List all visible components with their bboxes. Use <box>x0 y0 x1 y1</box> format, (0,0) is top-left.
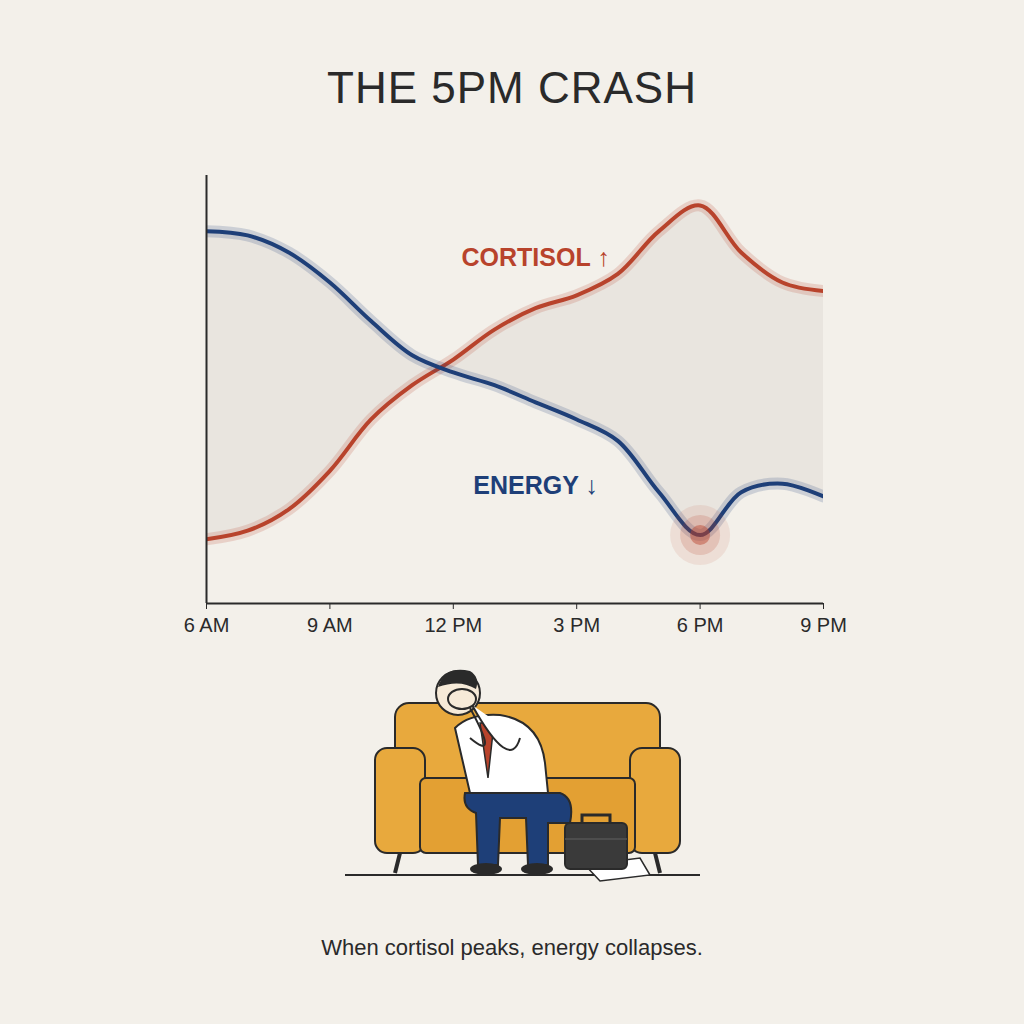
svg-text:3 PM: 3 PM <box>553 614 600 636</box>
svg-text:12 PM: 12 PM <box>424 614 482 636</box>
svg-text:ENERGY ↓: ENERGY ↓ <box>473 471 598 499</box>
svg-text:9 PM: 9 PM <box>800 614 847 636</box>
svg-text:9 AM: 9 AM <box>307 614 353 636</box>
svg-text:6 AM: 6 AM <box>184 614 230 636</box>
svg-text:CORTISOL ↑: CORTISOL ↑ <box>461 243 609 271</box>
html-text:When cortisol peaks, energy co: When cortisol peaks, energy collapses. <box>321 935 703 960</box>
svg-text:6 PM: 6 PM <box>677 614 724 636</box>
html-text:THE 5PM CRASH: THE 5PM CRASH <box>327 63 697 112</box>
